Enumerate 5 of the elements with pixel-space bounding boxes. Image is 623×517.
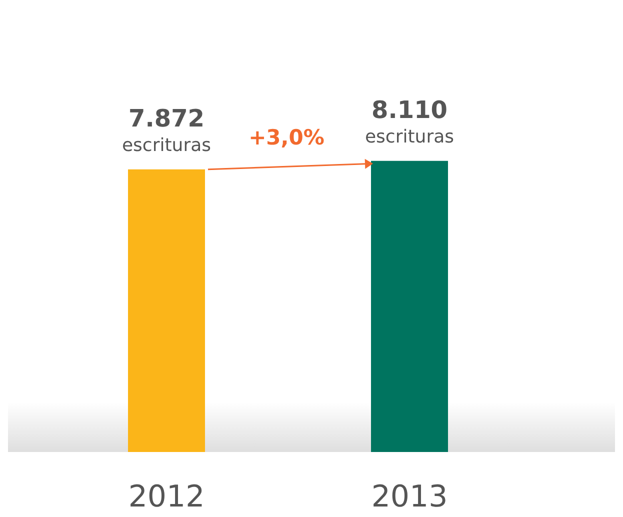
data-label: 7.872 escrituras [122,104,212,156]
x-tick-label: 2013 [371,480,448,514]
x-tick-label: 2012 [128,480,205,514]
text: +3,0% [248,126,324,150]
data-label: 8.110 escrituras [364,96,454,148]
